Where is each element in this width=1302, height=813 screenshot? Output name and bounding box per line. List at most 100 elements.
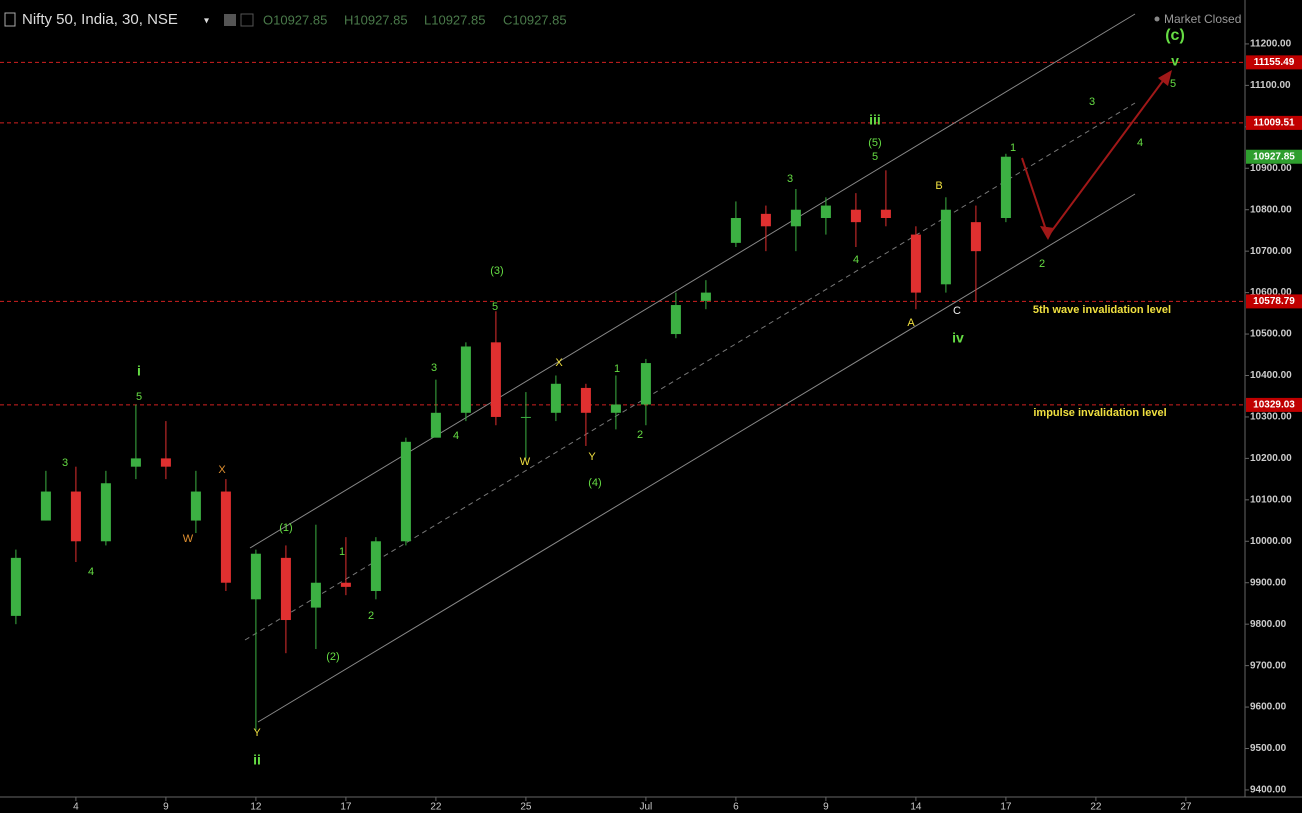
wave-label: (3) bbox=[490, 265, 503, 277]
level-label: 11009.51 bbox=[1253, 118, 1295, 129]
wave-label: Y bbox=[253, 727, 261, 739]
wave-label: v bbox=[1171, 53, 1179, 69]
level-label-box bbox=[1246, 294, 1302, 309]
legend-low: L10927.85 bbox=[424, 12, 485, 27]
candle-body bbox=[910, 234, 921, 293]
wave-label: impulse invalidation level bbox=[1033, 407, 1166, 419]
candle-body bbox=[880, 209, 891, 219]
wave-label: 4 bbox=[88, 566, 94, 578]
candle-body bbox=[820, 205, 831, 219]
wave-label: (c) bbox=[1165, 27, 1185, 44]
dropdown-icon[interactable]: ▾ bbox=[204, 16, 209, 27]
wave-label: (4) bbox=[588, 477, 601, 489]
candle-body bbox=[700, 292, 711, 301]
candle-body bbox=[790, 209, 801, 227]
x-tick-label: 25 bbox=[520, 802, 532, 813]
candle-body bbox=[580, 387, 591, 413]
wave-label: 5 bbox=[136, 391, 142, 403]
level-label: 11155.49 bbox=[1254, 57, 1295, 68]
wave-label: W bbox=[183, 533, 194, 545]
wave-label: Y bbox=[588, 451, 596, 463]
x-tick-label: 14 bbox=[910, 802, 922, 813]
y-tick-label: 9600.00 bbox=[1250, 702, 1287, 713]
y-tick-label: 10500.00 bbox=[1250, 329, 1292, 340]
candle-body bbox=[310, 582, 321, 608]
wave-label: 1 bbox=[1010, 142, 1016, 154]
last-price-label: 10927.85 bbox=[1253, 151, 1295, 162]
y-tick-label: 9500.00 bbox=[1250, 743, 1287, 754]
candle-body bbox=[610, 404, 621, 413]
x-tick-label: 17 bbox=[340, 802, 352, 813]
y-tick-label: 10700.00 bbox=[1250, 246, 1292, 257]
wave-label: 5th wave invalidation level bbox=[1033, 304, 1171, 316]
candle-body bbox=[550, 383, 561, 413]
wave-label: A bbox=[907, 317, 915, 329]
wave-label: 2 bbox=[368, 610, 374, 622]
y-tick-label: 10400.00 bbox=[1250, 370, 1292, 381]
level-label: 10578.79 bbox=[1253, 296, 1295, 307]
y-tick-label: 9400.00 bbox=[1250, 785, 1287, 796]
x-tick-label: 22 bbox=[430, 802, 442, 813]
candle-body bbox=[370, 541, 381, 592]
x-tick-label: 9 bbox=[823, 802, 829, 813]
candle-body bbox=[640, 363, 651, 405]
candle-body bbox=[250, 553, 261, 600]
x-tick-label: 17 bbox=[1000, 802, 1012, 813]
x-tick-label: Jul bbox=[640, 802, 653, 813]
wave-label: 5 bbox=[872, 151, 878, 163]
wave-label: X bbox=[218, 464, 226, 476]
chart-title: Nifty 50, India, 30, NSE bbox=[22, 11, 178, 28]
candle-body bbox=[400, 441, 411, 542]
last-price-box bbox=[1246, 149, 1302, 164]
wave-label: 1 bbox=[614, 363, 620, 375]
wave-label: 3 bbox=[787, 173, 793, 185]
icon[interactable] bbox=[240, 13, 254, 27]
collapse-icon[interactable] bbox=[4, 12, 16, 27]
market-status: Market Closed bbox=[1164, 12, 1241, 26]
level-label: 10329.03 bbox=[1253, 400, 1295, 411]
wave-label: (2) bbox=[326, 651, 339, 663]
wave-label: B bbox=[935, 180, 942, 192]
legend-high: H10927.85 bbox=[344, 12, 408, 27]
wave-label: 3 bbox=[1089, 96, 1095, 108]
x-tick-label: 27 bbox=[1180, 802, 1192, 813]
icon[interactable] bbox=[224, 14, 236, 26]
y-tick-label: 10600.00 bbox=[1250, 287, 1292, 298]
candle-body bbox=[670, 305, 681, 335]
wave-label: i bbox=[137, 363, 141, 379]
wave-label: 4 bbox=[1137, 137, 1143, 149]
y-tick-label: 9800.00 bbox=[1250, 619, 1287, 630]
channel-lower bbox=[257, 193, 1136, 723]
wave-label: W bbox=[520, 456, 531, 468]
channel-middle bbox=[244, 102, 1136, 641]
y-tick-label: 11100.00 bbox=[1250, 80, 1291, 91]
y-tick-label: 10900.00 bbox=[1250, 163, 1292, 174]
candle-body bbox=[490, 342, 501, 417]
candle-body bbox=[850, 209, 861, 223]
level-label-box bbox=[1246, 115, 1302, 130]
x-tick-label: 22 bbox=[1090, 802, 1102, 813]
wave-label: C bbox=[953, 305, 961, 317]
candle-body bbox=[70, 491, 81, 542]
candle-body bbox=[1000, 156, 1011, 219]
wave-label: 2 bbox=[1039, 258, 1045, 270]
candle-body bbox=[100, 483, 111, 542]
candle-body bbox=[460, 346, 471, 413]
wave-label: iii bbox=[869, 112, 881, 128]
wave-label: 5 bbox=[1170, 78, 1176, 90]
x-tick-label: 6 bbox=[733, 802, 739, 813]
wave-label: 2 bbox=[637, 429, 643, 441]
wave-label: ii bbox=[253, 752, 261, 768]
legend-open: O10927.85 bbox=[263, 12, 327, 27]
wave-label: 5 bbox=[492, 301, 498, 313]
wave-label: iv bbox=[952, 330, 964, 346]
level-label-box bbox=[1246, 55, 1302, 70]
candle-body bbox=[10, 557, 21, 616]
grid bbox=[0, 61, 1245, 406]
y-tick-label: 11200.00 bbox=[1250, 39, 1292, 50]
candle-body bbox=[280, 557, 291, 621]
level-label-box bbox=[1246, 397, 1302, 412]
wave-label: 3 bbox=[431, 362, 437, 374]
